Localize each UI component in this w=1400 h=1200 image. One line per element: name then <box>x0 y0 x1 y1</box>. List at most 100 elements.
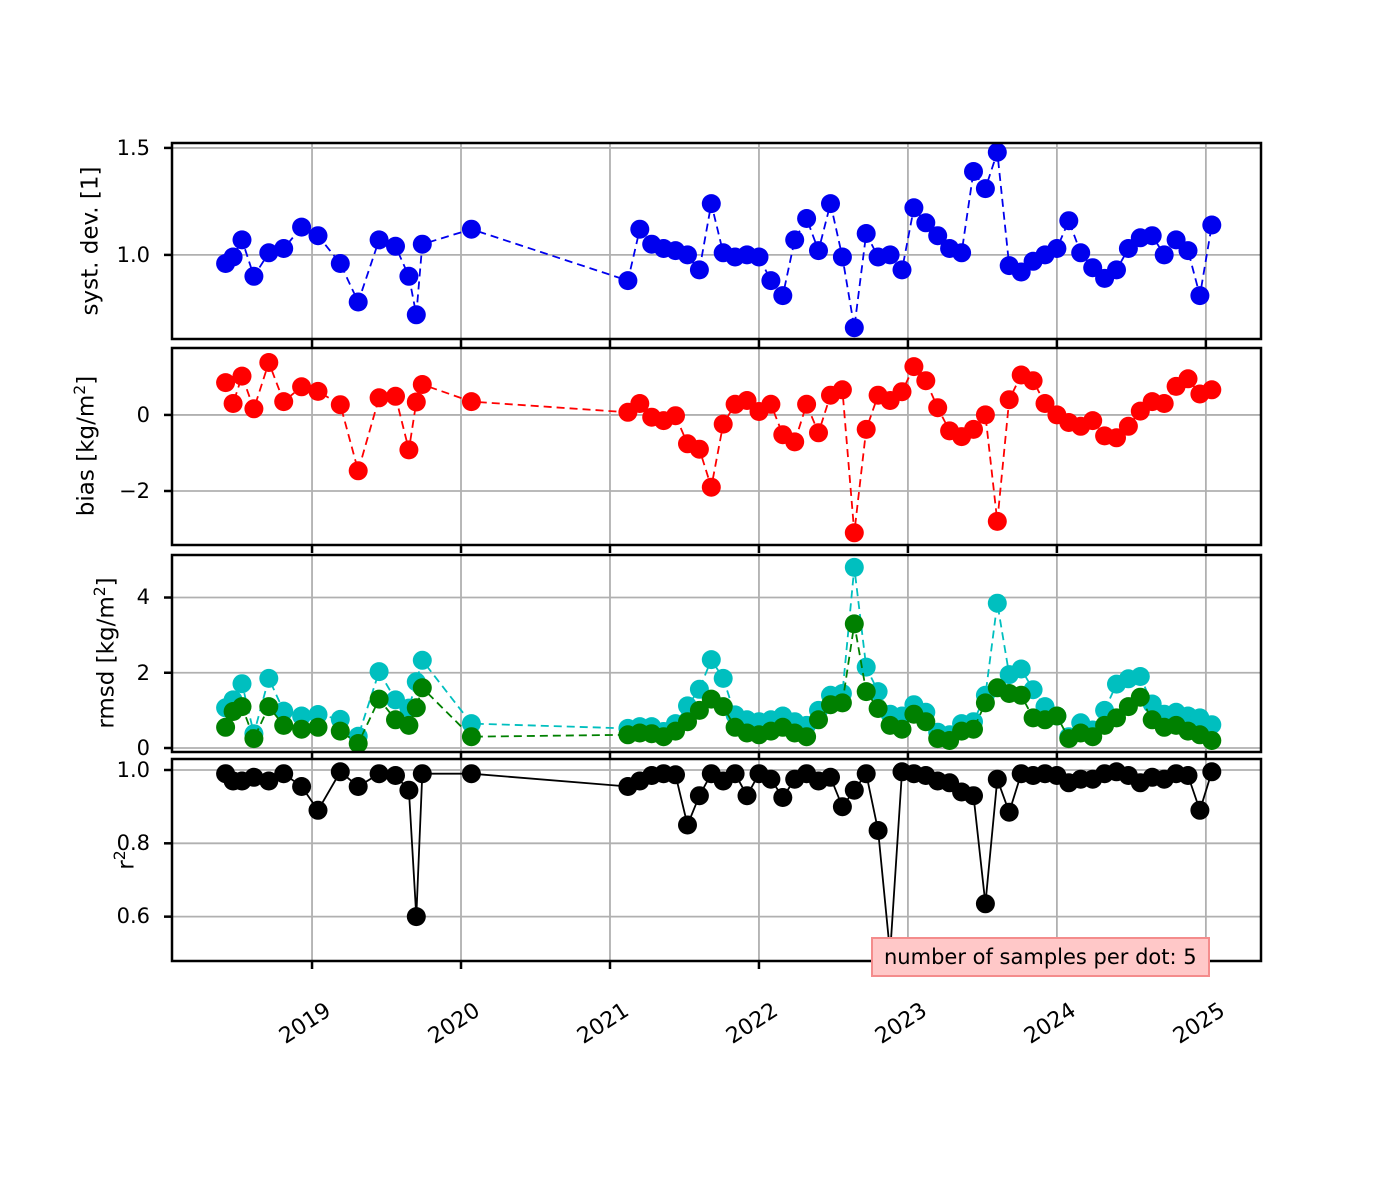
data-point-syst_dev <box>406 305 426 325</box>
data-point-rmsd_systematic <box>892 719 912 739</box>
data-point-syst_dev <box>232 230 252 250</box>
data-point-rmsd_total <box>412 650 432 670</box>
data-point-rmsd_systematic <box>369 689 389 709</box>
data-point-r_squared <box>856 764 876 784</box>
data-point-bias <box>330 395 350 415</box>
data-point-syst_dev <box>292 217 312 237</box>
data-point-r_squared <box>844 780 864 800</box>
data-point-syst_dev <box>1190 286 1210 306</box>
data-point-rmsd_total <box>369 662 389 682</box>
series-line-bias <box>224 359 1213 533</box>
data-point-syst_dev <box>369 230 389 250</box>
data-point-rmsd_systematic <box>244 729 264 749</box>
data-point-syst_dev <box>987 143 1007 162</box>
data-point-rmsd_systematic <box>308 717 328 737</box>
data-point-syst_dev <box>1178 241 1198 261</box>
data-point-rmsd_total <box>856 657 876 677</box>
data-point-syst_dev <box>916 213 936 233</box>
data-point-rmsd_systematic <box>461 727 481 747</box>
data-point-bias <box>987 511 1007 531</box>
data-point-bias <box>406 392 426 412</box>
data-point-r_squared <box>412 764 432 784</box>
annotation-box: number of samples per dot: 5 <box>871 937 1210 977</box>
data-point-syst_dev <box>1071 243 1091 263</box>
data-point-r_squared <box>868 821 888 840</box>
data-point-syst_dev <box>678 245 697 265</box>
ytick-p3-0: 0 <box>136 736 150 760</box>
data-point-rmsd_systematic <box>856 682 876 702</box>
data-point-bias <box>666 406 685 426</box>
data-point-syst_dev <box>1107 260 1126 280</box>
data-point-r_squared <box>348 777 368 796</box>
data-point-rmsd_systematic <box>330 721 350 741</box>
data-point-syst_dev <box>1059 211 1079 231</box>
data-point-r_squared <box>259 771 279 791</box>
data-point-syst_dev <box>904 198 924 218</box>
ytick-p2-0: 0 <box>136 403 150 427</box>
data-point-rmsd_total <box>274 701 294 721</box>
data-point-bias <box>399 440 419 460</box>
data-point-rmsd_systematic <box>797 727 817 747</box>
data-point-bias <box>701 477 721 497</box>
data-point-bias <box>832 380 852 400</box>
data-point-rmsd_systematic <box>1083 727 1103 747</box>
data-point-rmsd_total <box>292 706 312 726</box>
data-point-bias <box>1035 394 1055 413</box>
data-point-bias <box>1107 428 1126 448</box>
data-point-r_squared <box>987 769 1007 789</box>
data-point-r_squared <box>1202 762 1222 782</box>
data-point-rmsd_systematic <box>232 697 252 717</box>
data-point-r_squared <box>964 786 983 806</box>
data-point-rmsd_total <box>701 650 721 670</box>
data-point-rmsd_systematic <box>292 719 312 739</box>
data-point-syst_dev <box>1142 226 1162 246</box>
data-point-syst_dev <box>1047 239 1067 258</box>
data-point-rmsd_systematic <box>259 697 279 717</box>
panel-bias <box>164 346 1263 553</box>
panel-rmsd <box>164 553 1263 760</box>
data-point-rmsd_systematic <box>713 697 733 717</box>
data-point-bias <box>975 405 995 425</box>
data-point-bias <box>1202 380 1222 400</box>
data-point-rmsd_systematic <box>678 712 697 732</box>
data-point-rmsd_systematic <box>274 715 294 735</box>
data-point-rmsd_systematic <box>348 734 368 752</box>
data-point-syst_dev <box>892 260 912 280</box>
data-point-syst_dev <box>952 243 972 263</box>
data-point-bias <box>369 388 389 408</box>
data-point-rmsd_systematic <box>1202 731 1222 750</box>
data-point-rmsd_systematic <box>964 719 983 739</box>
data-point-syst_dev <box>399 266 419 286</box>
data-point-bias <box>259 353 279 372</box>
data-point-bias <box>292 377 312 397</box>
data-point-bias <box>1178 369 1198 389</box>
data-point-rmsd_total <box>987 593 1007 613</box>
data-point-r_squared <box>406 907 426 927</box>
data-point-rmsd_systematic <box>844 614 864 634</box>
data-point-r_squared <box>975 894 995 914</box>
data-point-bias <box>761 394 781 414</box>
data-point-bias <box>386 386 405 406</box>
data-point-rmsd_systematic <box>832 693 852 713</box>
data-point-syst_dev <box>844 318 864 338</box>
data-point-rmsd_total <box>844 557 864 577</box>
data-point-bias <box>244 399 264 419</box>
data-point-r_squared <box>689 786 709 806</box>
data-point-r_squared <box>761 769 781 789</box>
data-point-r_squared <box>773 788 793 807</box>
data-point-bias <box>308 381 328 401</box>
data-point-syst_dev <box>964 162 983 181</box>
data-point-syst_dev <box>821 194 840 214</box>
data-point-bias <box>274 392 294 412</box>
data-point-bias <box>630 394 650 413</box>
data-point-syst_dev <box>386 236 405 256</box>
ytick-p4-0.8: 0.8 <box>116 831 150 855</box>
data-point-r_squared <box>678 815 697 835</box>
panel-syst-dev <box>164 141 1263 347</box>
ytick-p1-1.0: 1.0 <box>116 243 150 267</box>
data-point-syst_dev <box>701 194 721 214</box>
data-point-syst_dev <box>785 230 805 250</box>
data-point-bias <box>809 423 828 443</box>
data-point-syst_dev <box>348 292 368 312</box>
